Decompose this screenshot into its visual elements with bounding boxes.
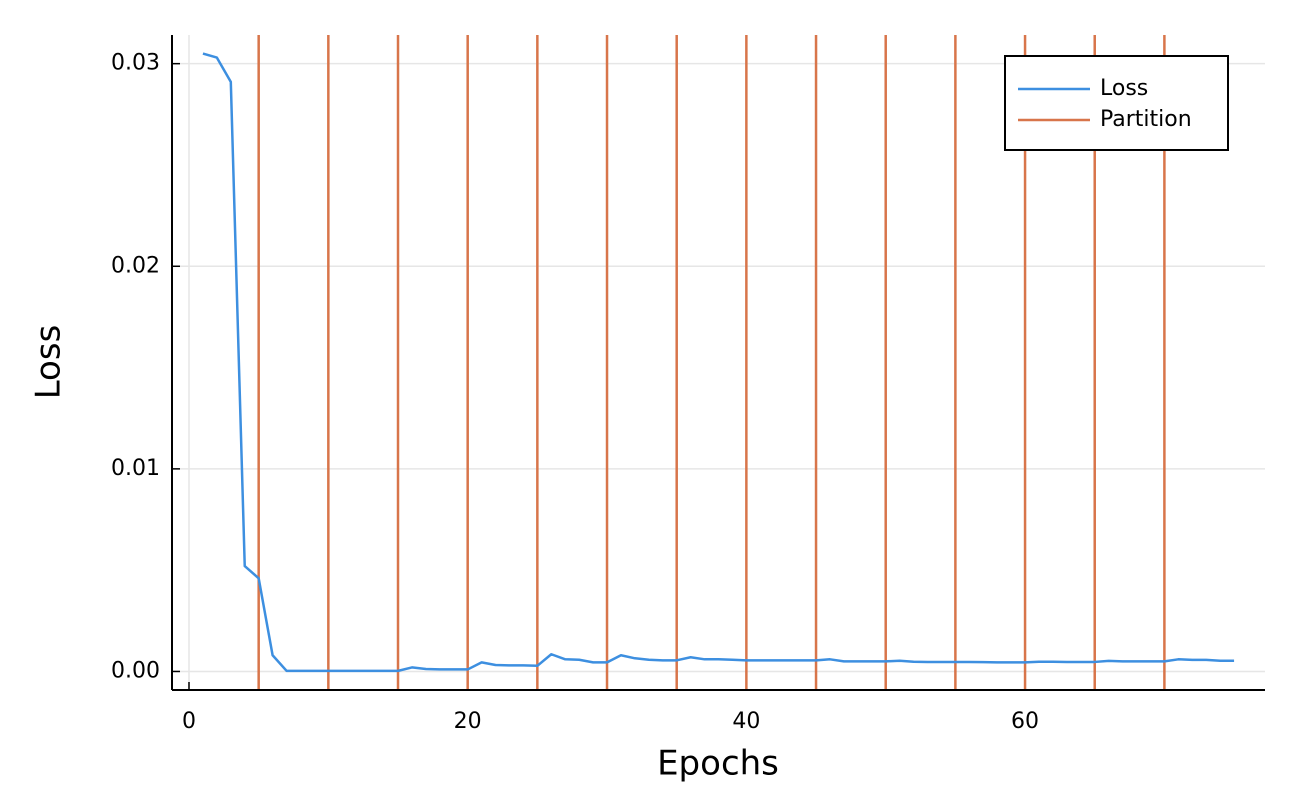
y-tick-label: 0.00 xyxy=(111,658,160,683)
x-tick-label: 20 xyxy=(454,709,482,734)
x-tick-label: 40 xyxy=(732,709,760,734)
x-axis-label: Epochs xyxy=(657,744,779,784)
legend-label: Partition xyxy=(1100,107,1192,132)
legend-box xyxy=(1004,55,1229,151)
x-tick-label: 60 xyxy=(1011,709,1039,734)
x-tick-label: 0 xyxy=(182,709,196,734)
y-axis-label: Loss xyxy=(29,325,69,400)
y-tick-label: 0.02 xyxy=(111,253,160,278)
legend-label: Loss xyxy=(1100,76,1148,101)
y-tick-label: 0.03 xyxy=(111,51,160,76)
y-tick-label: 0.01 xyxy=(111,456,160,481)
loss-line xyxy=(202,52,1235,673)
